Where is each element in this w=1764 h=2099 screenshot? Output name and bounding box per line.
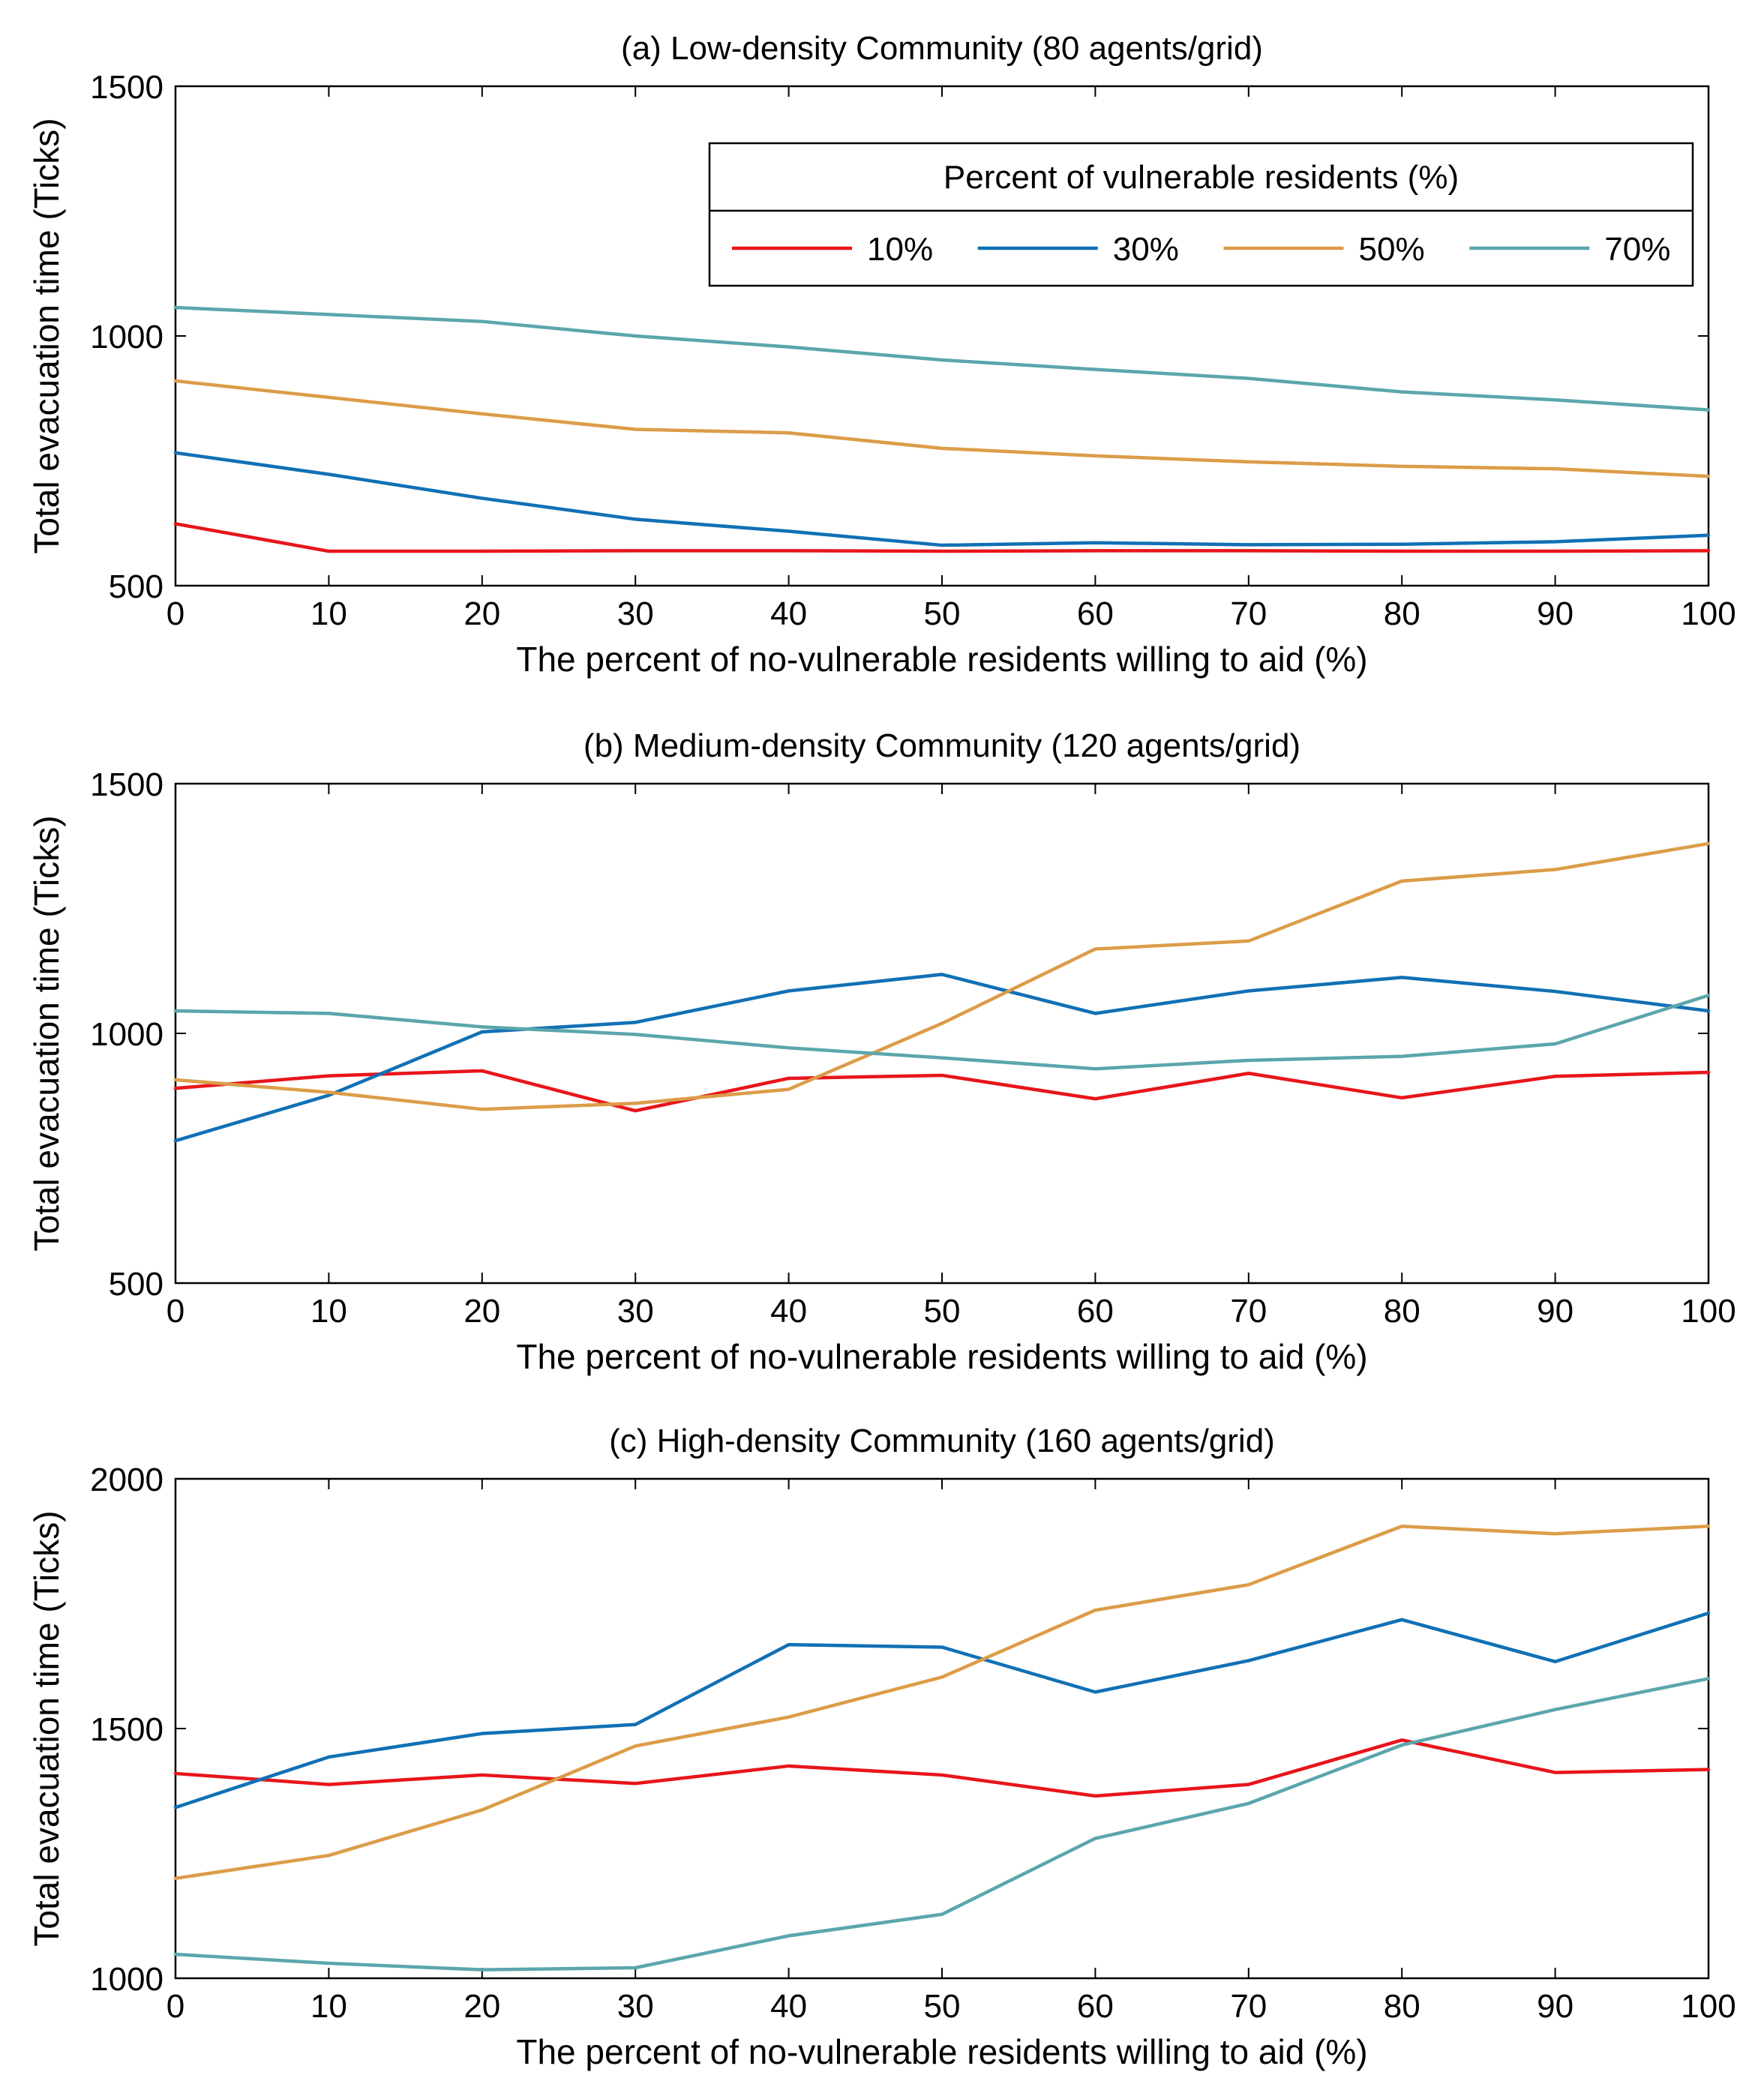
series-line-50pct — [173, 841, 1711, 1111]
x-tick-label: 80 — [1384, 1293, 1420, 1330]
x-tick-label: 90 — [1537, 1293, 1574, 1330]
y-tick-label: 2000 — [90, 1462, 164, 1498]
x-tick-label: 30 — [617, 1988, 654, 2025]
x-tick-label: 40 — [770, 595, 807, 632]
x-tick-label: 70 — [1230, 595, 1267, 632]
x-tick-label: 0 — [166, 595, 184, 632]
series-line-10pct — [173, 1069, 1711, 1113]
x-tick-label: 70 — [1230, 1988, 1267, 2025]
plot-frame — [174, 782, 1710, 1285]
y-axis-label: Total evacuation time (Ticks) — [27, 1510, 66, 1946]
x-tick-label: 100 — [1681, 1988, 1736, 2025]
series-line-50pct — [173, 1525, 1711, 1881]
legend-entry-label: 10% — [867, 231, 933, 268]
x-tick-label: 10 — [310, 595, 347, 632]
x-tick-label: 50 — [924, 595, 961, 632]
chart-title: (c) High-density Community (160 agents/g… — [609, 1423, 1275, 1459]
series-line-10pct — [173, 1738, 1711, 1798]
legend: Percent of vulnerable residents (%) 10% 30… — [708, 142, 1694, 287]
y-tick-label: 1000 — [90, 1961, 164, 1998]
x-tick-label: 20 — [464, 1293, 500, 1330]
y-tick-label: 1500 — [90, 69, 164, 106]
series-line-10pct — [173, 522, 1711, 553]
legend-title: Percent of vulnerable residents (%) — [944, 159, 1459, 196]
x-tick-label: 20 — [464, 595, 500, 632]
legend-entry-label: 70% — [1604, 231, 1670, 268]
series-line-70pct — [173, 1677, 1711, 1972]
x-tick-label: 60 — [1077, 1293, 1114, 1330]
x-tick-label: 70 — [1230, 1293, 1267, 1330]
x-tick-label: 40 — [770, 1293, 807, 1330]
x-tick-label: 40 — [770, 1988, 807, 2025]
x-tick-label: 50 — [924, 1988, 961, 2025]
y-axis-label: Total evacuation time (Ticks) — [27, 118, 66, 553]
x-tick-label: 0 — [166, 1293, 184, 1330]
x-tick-label: 60 — [1077, 595, 1114, 632]
legend-box — [708, 142, 1694, 287]
x-tick-label: 100 — [1681, 1293, 1736, 1330]
x-axis-label: The percent of no-vulnerable residents w… — [516, 1337, 1367, 1376]
y-tick-label: 1500 — [90, 1711, 164, 1748]
panel-c: (c) High-density Community (160 agents/g… — [27, 1423, 1736, 2071]
x-tick-label: 30 — [617, 1293, 654, 1330]
x-tick-label: 0 — [166, 1988, 184, 2025]
y-tick-label: 500 — [109, 568, 164, 605]
x-tick-label: 80 — [1384, 1988, 1420, 2025]
x-tick-label: 90 — [1537, 1988, 1574, 2025]
x-tick-label: 90 — [1537, 595, 1574, 632]
x-tick-label: 20 — [464, 1988, 500, 2025]
y-tick-label: 1000 — [90, 1016, 164, 1053]
x-tick-label: 10 — [310, 1988, 347, 2025]
panel-a: (a) Low-density Community (80 agents/gri… — [27, 30, 1736, 679]
x-tick-label: 30 — [617, 595, 654, 632]
x-tick-label: 10 — [310, 1293, 347, 1330]
x-axis-label: The percent of no-vulnerable residents w… — [516, 2032, 1367, 2071]
x-tick-label: 100 — [1681, 595, 1736, 632]
y-axis-label: Total evacuation time (Ticks) — [27, 815, 66, 1251]
y-tick-label: 500 — [109, 1266, 164, 1303]
y-tick-label: 1500 — [90, 766, 164, 803]
legend-entry-label: 30% — [1113, 231, 1179, 268]
y-tick-label: 1000 — [90, 319, 164, 355]
chart-title: (b) Medium-density Community (120 agents… — [584, 727, 1300, 764]
x-tick-label: 50 — [924, 1293, 961, 1330]
legend-entry-label: 50% — [1359, 231, 1425, 268]
series-line-70pct — [173, 305, 1711, 412]
x-axis-label: The percent of no-vulnerable residents w… — [516, 640, 1367, 679]
panel-b: (b) Medium-density Community (120 agents… — [27, 727, 1736, 1376]
x-tick-label: 80 — [1384, 595, 1420, 632]
x-tick-label: 60 — [1077, 1988, 1114, 2025]
chart-title: (a) Low-density Community (80 agents/gri… — [621, 30, 1263, 67]
